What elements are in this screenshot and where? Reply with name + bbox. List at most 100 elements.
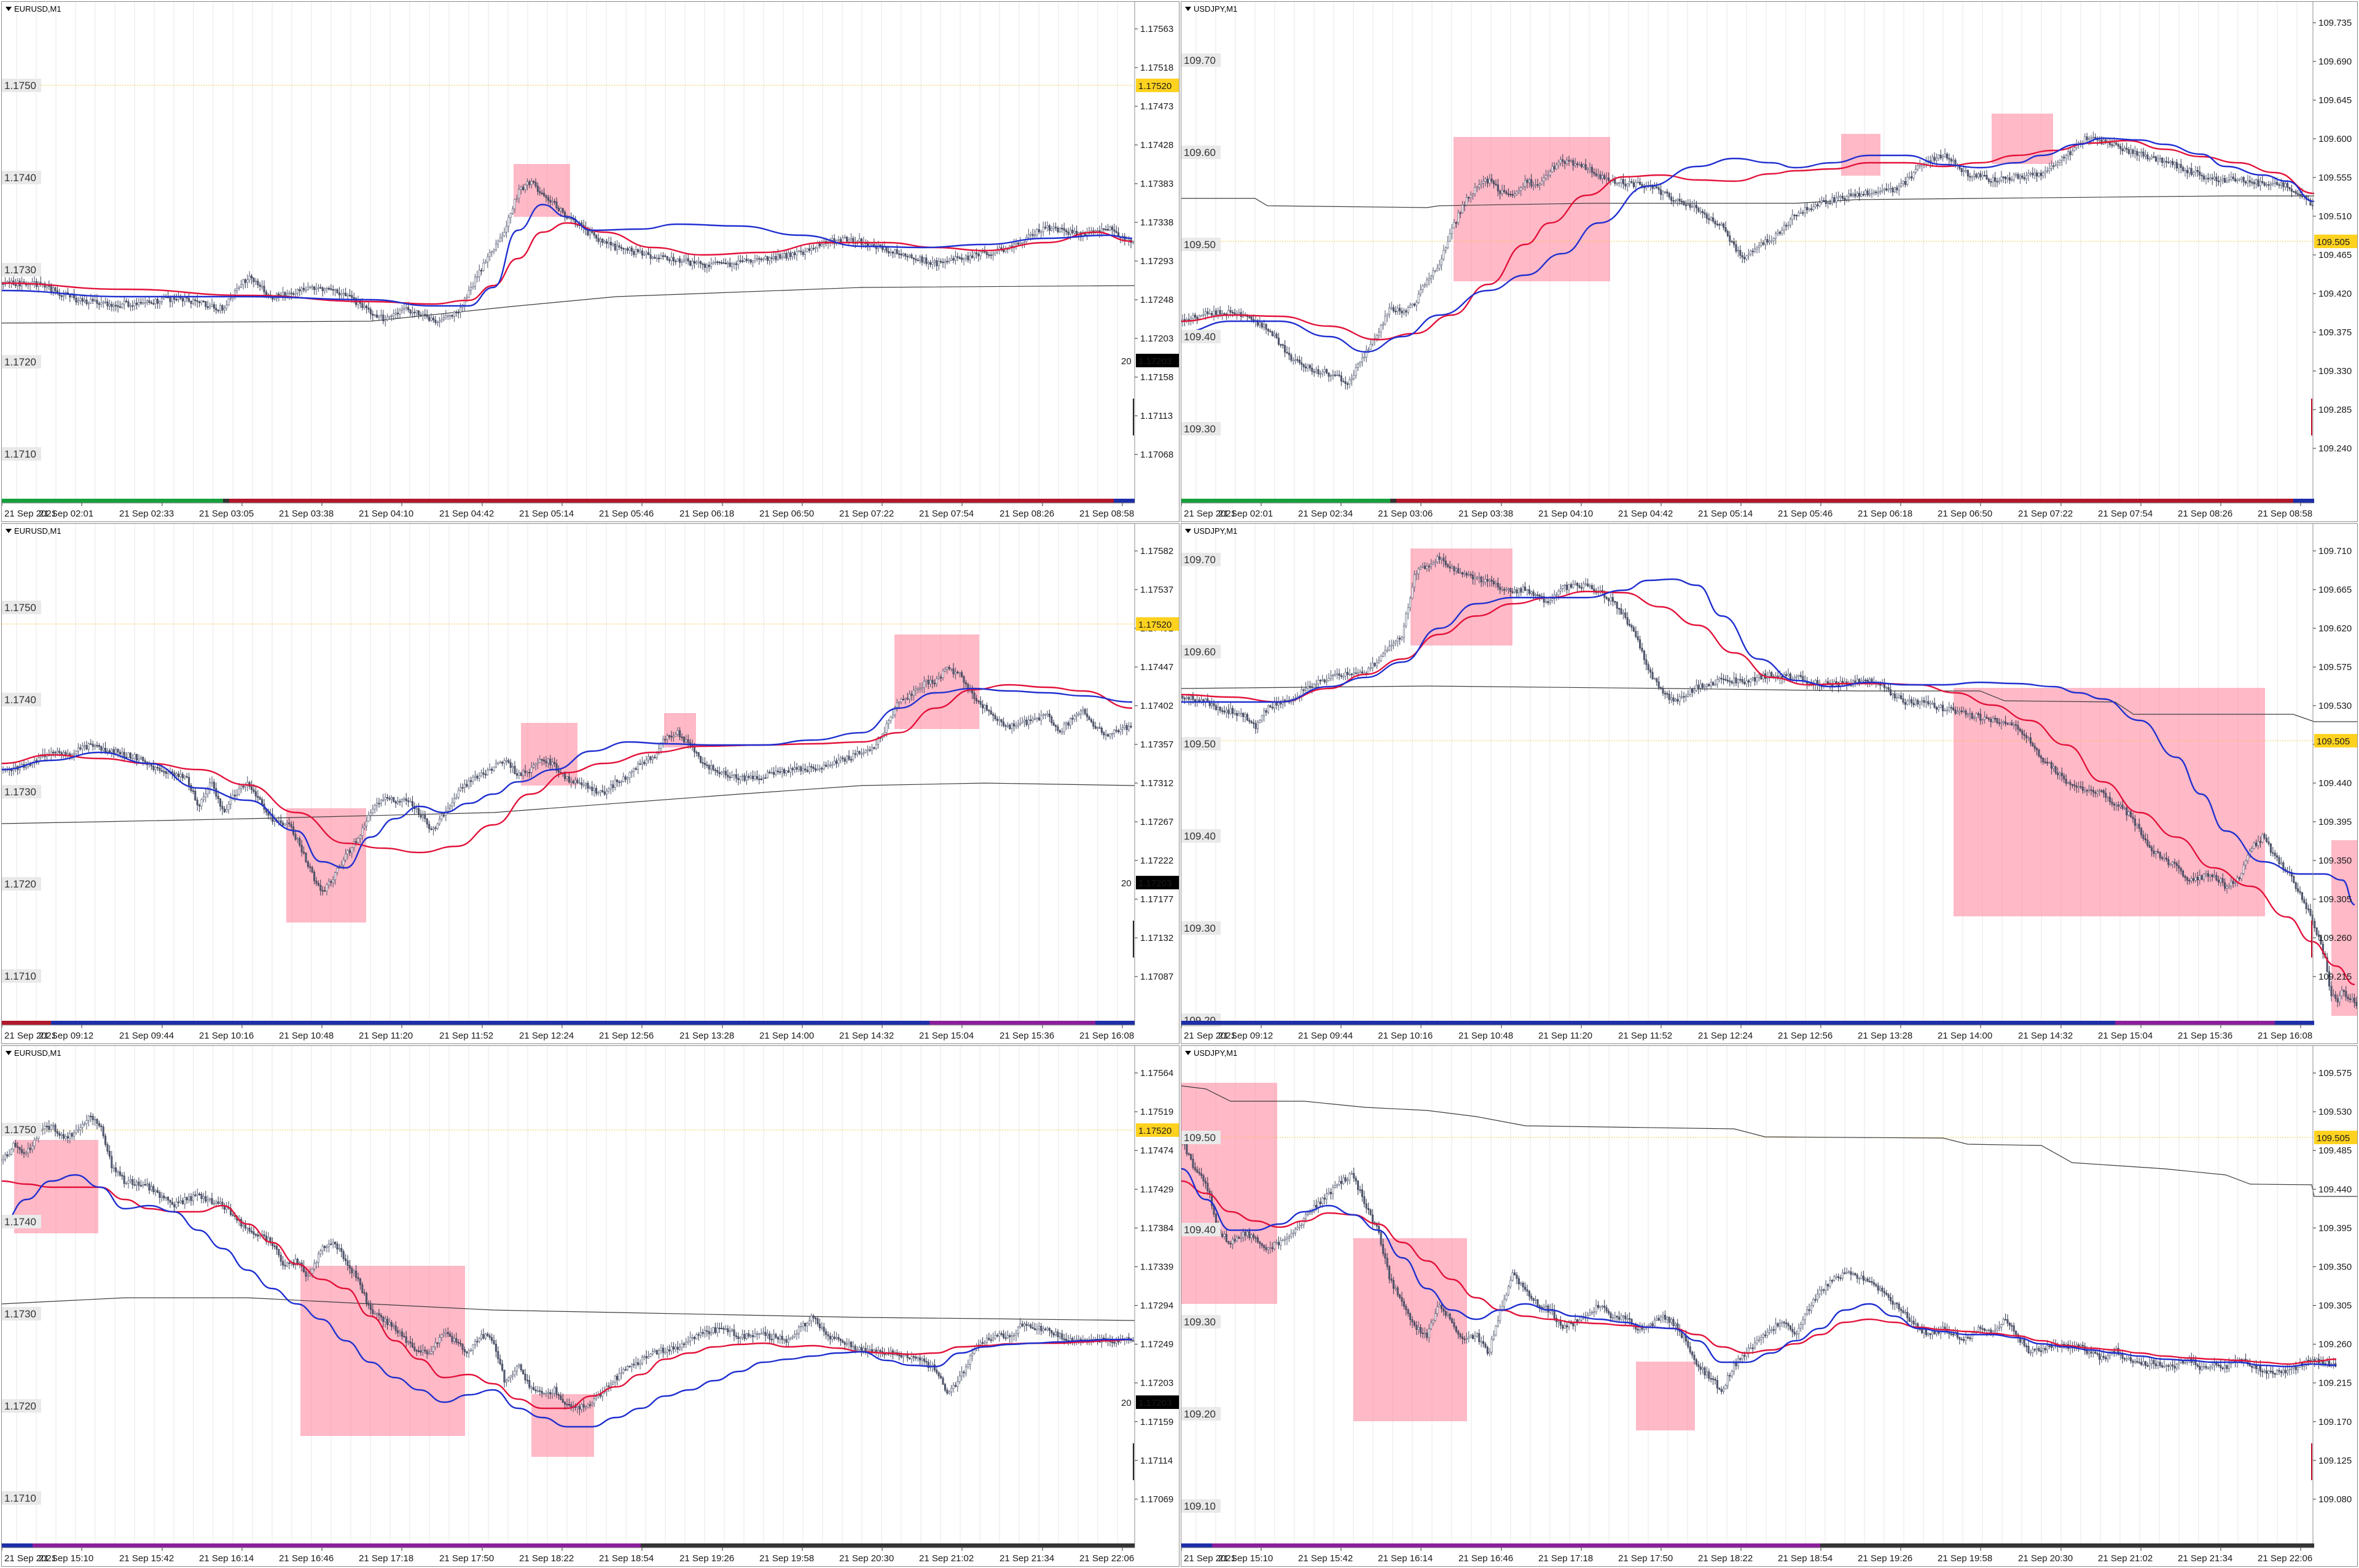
time-tick-label: 21 Sep 09:12: [1218, 1031, 1273, 1041]
candle-body: [129, 305, 131, 307]
price-tick-label: 1.17582: [1140, 546, 1173, 556]
chart-pane-eurusd-1[interactable]: EURUSD,M1 1.1750 1.1740 1.1730 1.1720 1.1710…: [1, 1, 1180, 522]
candle-body: [2044, 171, 2046, 173]
candle-body: [488, 768, 491, 771]
candle-body: [852, 753, 855, 760]
candle-body: [390, 797, 393, 800]
candle-body: [1038, 229, 1040, 232]
level-label: 109.70: [1184, 554, 1216, 566]
candle-body: [432, 827, 434, 830]
candle-body: [1653, 678, 1656, 680]
candle-body: [722, 262, 725, 264]
candle-body: [689, 261, 692, 266]
candle-body: [1580, 163, 1582, 167]
pane-title[interactable]: USDJPY,M1: [1185, 526, 1237, 536]
chart-svg[interactable]: 109.70109.60109.50109.40109.30109.735109…: [1181, 2, 2358, 522]
candle-body: [1415, 573, 1418, 575]
chart-svg[interactable]: 1.17501.17401.17301.17201.17101.175821.1…: [2, 524, 1180, 1044]
dropdown-triangle-icon[interactable]: [1185, 7, 1191, 11]
chart-pane-usdjpy-2[interactable]: USDJPY,M1 109.70 109.60 109.50 109.40 109.30…: [1181, 523, 2358, 1044]
candle-body: [2201, 875, 2203, 880]
candle-body: [205, 794, 207, 797]
chart-svg[interactable]: 109.70109.60109.50109.40109.30109.20109.…: [1181, 524, 2358, 1044]
candle-body: [1271, 331, 1273, 337]
candle-body: [919, 256, 921, 261]
candle-body: [2282, 182, 2285, 187]
candle-body: [1200, 315, 1203, 317]
candle-body: [1781, 230, 1783, 234]
candle-body: [340, 865, 343, 867]
candle-body: [769, 257, 771, 261]
candle-body: [77, 747, 79, 752]
candle-body: [1568, 160, 1570, 162]
dropdown-triangle-icon[interactable]: [6, 7, 12, 11]
candle-body: [1211, 313, 1213, 316]
candle-body: [1804, 207, 1806, 214]
pane-title[interactable]: USDJPY,M1: [1185, 4, 1237, 14]
dropdown-triangle-icon[interactable]: [1185, 529, 1191, 533]
candle-body: [942, 671, 944, 678]
candle-body: [775, 256, 777, 260]
candle-body: [1522, 587, 1524, 593]
candle-body: [178, 297, 180, 300]
candle-body: [1503, 589, 1506, 591]
candle-body: [1040, 715, 1043, 720]
candle-body: [52, 287, 55, 292]
candle-body: [888, 251, 890, 254]
candle-body: [724, 771, 727, 776]
candle-body: [357, 838, 359, 843]
candle-body: [1651, 672, 1654, 679]
dropdown-triangle-icon[interactable]: [6, 1051, 12, 1055]
candle-body: [522, 187, 525, 190]
candle-body: [2236, 179, 2239, 182]
candle-body: [1357, 673, 1359, 674]
candle-body: [1305, 688, 1307, 690]
candle-body: [946, 260, 949, 262]
candle-body: [528, 181, 531, 185]
candle-body: [1248, 316, 1251, 318]
candle-body: [2071, 150, 2073, 155]
candle-body: [2046, 762, 2049, 763]
candle-body: [252, 278, 255, 283]
candle-body: [115, 749, 117, 754]
chart-pane-eurusd-3[interactable]: EURUSD,M1 1.1750 1.1740 1.1730 1.1720 1.1710…: [1, 1045, 1180, 1567]
chart-svg[interactable]: 1.17501.17401.17301.17201.17101.175641.1…: [2, 1046, 1180, 1567]
time-tick-label: 21 Sep 12:24: [519, 1031, 574, 1041]
current-price-label: 109.505: [2317, 237, 2350, 248]
candle-body: [1582, 164, 1585, 167]
chart-pane-eurusd-2[interactable]: EURUSD,M1 1.1750 1.1740 1.1730 1.1720 1.1710…: [1, 523, 1180, 1044]
candle-body: [645, 760, 647, 764]
candle-body: [2092, 790, 2094, 793]
candle-body: [608, 241, 610, 244]
candle-body: [764, 777, 767, 779]
candle-body: [883, 732, 886, 735]
candle-body: [2263, 182, 2266, 186]
dropdown-triangle-icon[interactable]: [6, 529, 12, 533]
candle-body: [397, 313, 399, 314]
candle-body: [1887, 687, 1890, 690]
candle-body: [1890, 689, 1892, 696]
pane-title[interactable]: EURUSD,M1: [6, 4, 61, 14]
candle-body: [514, 199, 516, 209]
candle-body: [487, 256, 489, 262]
pane-title[interactable]: EURUSD,M1: [6, 1048, 61, 1058]
candle-body: [885, 246, 888, 252]
candle-body: [635, 249, 637, 255]
candle-body: [73, 754, 76, 755]
candle-body: [902, 699, 904, 701]
candle-body: [2033, 173, 2036, 176]
candle-body: [1063, 228, 1065, 231]
candle-body: [1432, 563, 1434, 565]
candle-body: [1332, 674, 1334, 677]
candle-body: [463, 784, 466, 788]
candle-body: [1647, 664, 1649, 670]
chart-pane-usdjpy-1[interactable]: USDJPY,M1 109.70 109.60 109.50 109.40 109.30…: [1181, 1, 2358, 522]
price-axis: 1.175631.175181.174731.174281.173831.173…: [1134, 2, 1173, 503]
candle-body: [1294, 359, 1297, 361]
candle-body: [2180, 868, 2182, 872]
candle-body: [205, 301, 207, 307]
candle-body: [1864, 190, 1867, 195]
chart-svg[interactable]: 1.17501.17401.17301.17201.17101.175631.1…: [2, 2, 1180, 522]
pane-title[interactable]: EURUSD,M1: [6, 526, 61, 536]
